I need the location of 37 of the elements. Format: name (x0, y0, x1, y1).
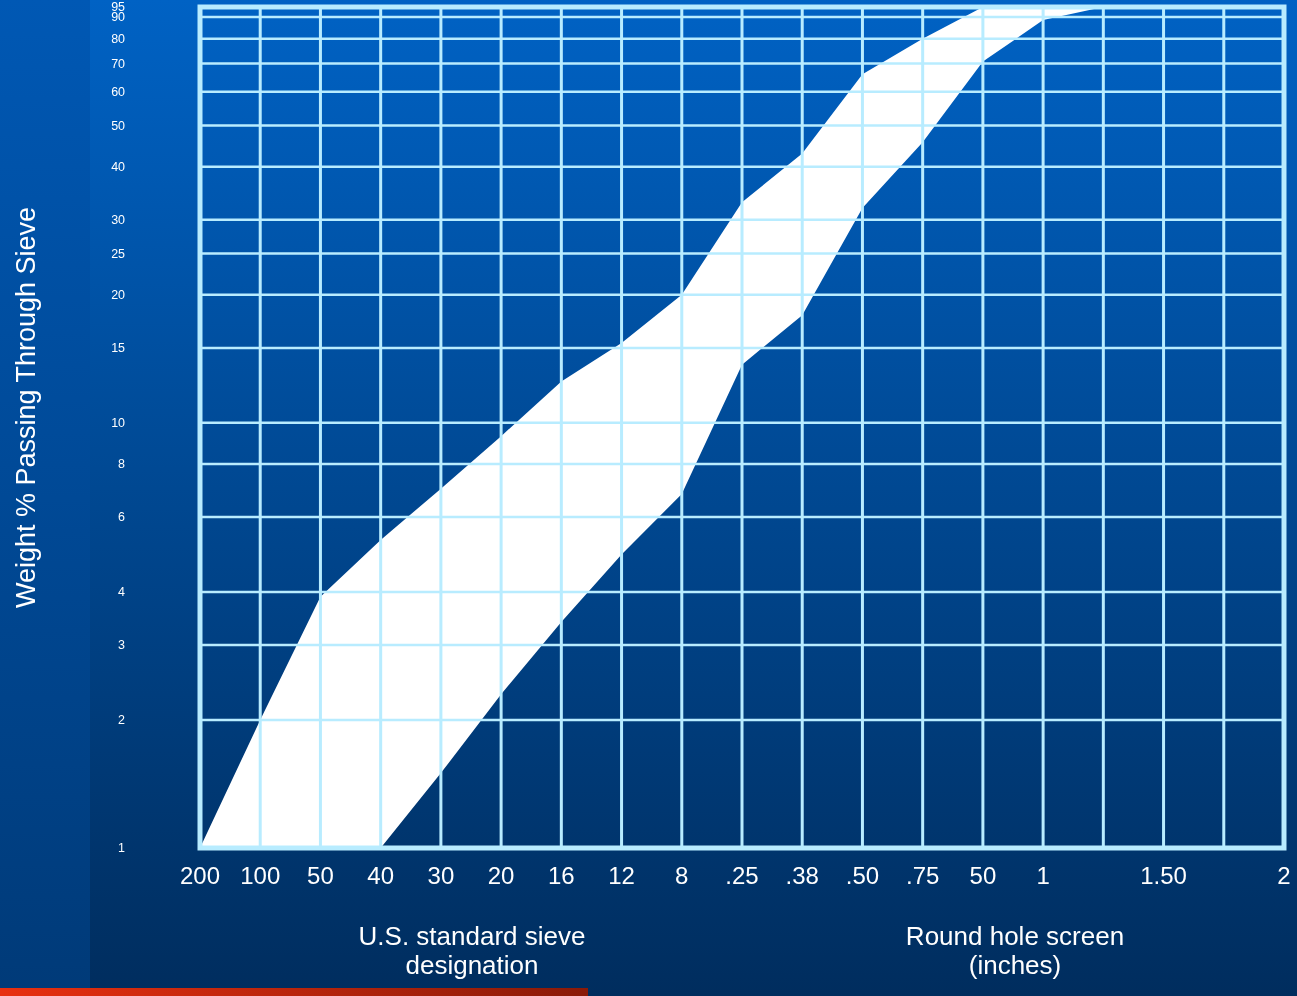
y-tick-label: 90 (111, 10, 126, 25)
x-tick-label: 50 (969, 862, 997, 889)
x-tick-label: 30 (427, 862, 455, 889)
x-tick-label: 200 (179, 862, 221, 889)
x-tick-label: 100 (240, 862, 281, 889)
y-tick-label: 1 (118, 841, 126, 856)
x-tick-label: 1 (1036, 862, 1050, 889)
y-tick-label: 15 (111, 341, 126, 356)
y-tick-label: 8 (118, 457, 126, 472)
y-tick-label: 20 (111, 288, 126, 303)
x-tick-label: 8 (675, 862, 689, 889)
x-tick-label: 50 (307, 862, 334, 889)
x-tick-label: .38 (785, 862, 819, 889)
x-tick-label: .25 (725, 862, 759, 889)
x-tick-label: .50 (845, 862, 880, 889)
x-tick-label: 40 (367, 862, 395, 889)
y-axis-title: Weight % Passing Through Sieve (11, 206, 41, 609)
y-tick-label: 70 (111, 56, 126, 71)
y-tick-label: 60 (111, 85, 126, 100)
text: Round hole screen (inches) (905, 921, 1125, 980)
x-tick-label: 2 (1277, 862, 1291, 889)
y-tick-label: 10 (111, 416, 126, 431)
y-tick-label: 50 (111, 118, 126, 133)
y-tick-label: 30 (111, 213, 126, 228)
x-tick-label: 12 (608, 862, 635, 889)
y-tick-label: 25 (111, 246, 126, 261)
y-tick-label: 6 (118, 510, 126, 525)
y-tick-label: 40 (111, 160, 126, 175)
y-tick-label: 80 (111, 32, 126, 47)
x-tick-label: .75 (905, 862, 940, 889)
y-tick-label: 2 (118, 713, 126, 728)
y-tick-label: 3 (118, 638, 126, 653)
x-tick-label: 1.50 (1140, 862, 1187, 889)
x-axis-title: U.S. standard sieve designation (358, 921, 586, 980)
x-tick-label: 20 (487, 862, 515, 889)
y-tick-label: 4 (118, 585, 126, 600)
x-tick-label: 16 (547, 862, 575, 889)
